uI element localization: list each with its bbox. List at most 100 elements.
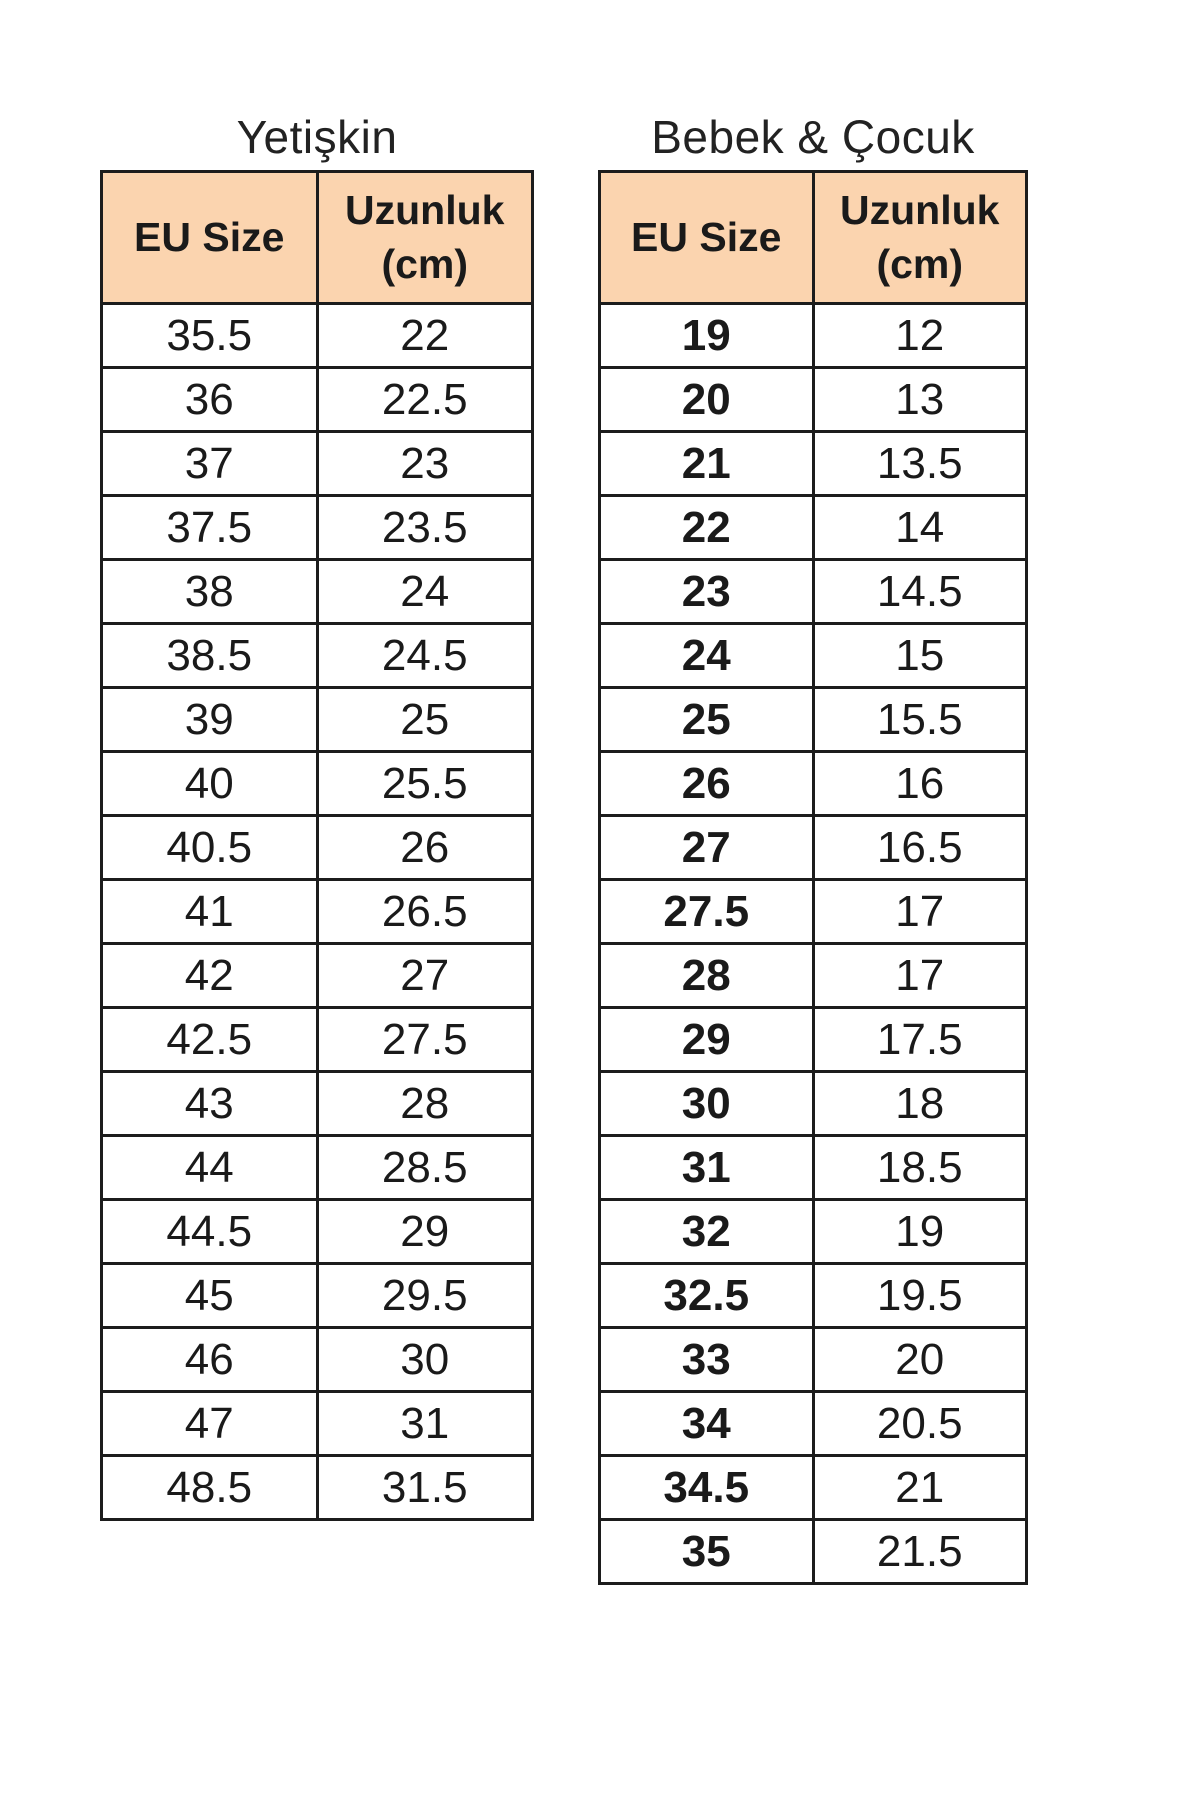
table-cell: 21	[598, 430, 815, 497]
table-row: 30 18	[598, 1070, 1028, 1137]
adult-column-header-length: Uzunluk (cm)	[315, 170, 534, 305]
table-row: 43 28	[100, 1070, 534, 1137]
child-eu-size-label: EU Size	[631, 213, 782, 260]
table-cell: 38.5	[100, 622, 319, 689]
table-row: 37 23	[100, 430, 534, 497]
table-cell: 30	[315, 1326, 534, 1393]
table-row: 21 13.5	[598, 430, 1028, 497]
child-length-label: Uzunluk	[840, 187, 1000, 234]
table-cell: 32.5	[598, 1262, 815, 1329]
table-cell: 15.5	[811, 686, 1028, 753]
child-header-row: EU Size Uzunluk (cm)	[598, 170, 1028, 305]
table-cell: 22	[315, 302, 534, 369]
table-cell: 29	[598, 1006, 815, 1073]
table-cell: 24	[598, 622, 815, 689]
table-cell: 24	[315, 558, 534, 625]
table-cell: 34	[598, 1390, 815, 1457]
table-row: 45 29.5	[100, 1262, 534, 1329]
table-cell: 27	[315, 942, 534, 1009]
table-cell: 19	[811, 1198, 1028, 1265]
child-size-table: Bebek & Çocuk EU Size Uzunluk (cm) 19 12 2…	[598, 103, 1028, 1585]
table-row: 34 20.5	[598, 1390, 1028, 1457]
table-row: 36 22.5	[100, 366, 534, 433]
table-cell: 47	[100, 1390, 319, 1457]
table-cell: 14.5	[811, 558, 1028, 625]
table-row: 40.5 26	[100, 814, 534, 881]
table-row: 42 27	[100, 942, 534, 1009]
table-cell: 35	[598, 1518, 815, 1585]
table-row: 35.5 22	[100, 302, 534, 369]
table-row: 44 28.5	[100, 1134, 534, 1201]
table-cell: 23	[315, 430, 534, 497]
table-row: 32.5 19.5	[598, 1262, 1028, 1329]
table-row: 25 15.5	[598, 686, 1028, 753]
table-row: 48.5 31.5	[100, 1454, 534, 1521]
table-row: 37.5 23.5	[100, 494, 534, 561]
table-row: 34.5 21	[598, 1454, 1028, 1521]
table-cell: 28.5	[315, 1134, 534, 1201]
table-row: 44.5 29	[100, 1198, 534, 1265]
table-row: 46 30	[100, 1326, 534, 1393]
table-row: 26 16	[598, 750, 1028, 817]
table-cell: 17	[811, 942, 1028, 1009]
table-row: 32 19	[598, 1198, 1028, 1265]
table-cell: 46	[100, 1326, 319, 1393]
table-cell: 25.5	[315, 750, 534, 817]
table-cell: 28	[598, 942, 815, 1009]
table-cell: 27.5	[598, 878, 815, 945]
table-row: 24 15	[598, 622, 1028, 689]
child-table-body: 19 12 20 13 21 13.5 22 14 23 14.5 24 15 25 15.5 26 16 27…	[598, 302, 1028, 1585]
table-cell: 13	[811, 366, 1028, 433]
table-cell: 31.5	[315, 1454, 534, 1521]
table-cell: 20.5	[811, 1390, 1028, 1457]
table-cell: 37	[100, 430, 319, 497]
adult-size-chart: EU Size Uzunluk (cm) 35.5 22 36 22.5 37 23 37.…	[100, 170, 534, 1521]
table-cell: 44.5	[100, 1198, 319, 1265]
table-row: 38.5 24.5	[100, 622, 534, 689]
table-cell: 44	[100, 1134, 319, 1201]
table-cell: 19	[598, 302, 815, 369]
table-cell: 39	[100, 686, 319, 753]
table-cell: 22	[598, 494, 815, 561]
table-cell: 42.5	[100, 1006, 319, 1073]
adult-table-body: 35.5 22 36 22.5 37 23 37.5 23.5 38 24 38.5 24.5 39 25…	[100, 302, 534, 1521]
table-cell: 24.5	[315, 622, 534, 689]
table-cell: 18.5	[811, 1134, 1028, 1201]
table-cell: 31	[315, 1390, 534, 1457]
table-cell: 13.5	[811, 430, 1028, 497]
table-cell: 20	[811, 1326, 1028, 1393]
table-cell: 26	[598, 750, 815, 817]
adult-column-header-eu-size: EU Size	[100, 170, 319, 305]
table-cell: 18	[811, 1070, 1028, 1137]
table-cell: 29	[315, 1198, 534, 1265]
table-cell: 15	[811, 622, 1028, 689]
table-row: 35 21.5	[598, 1518, 1028, 1585]
table-cell: 32	[598, 1198, 815, 1265]
table-row: 23 14.5	[598, 558, 1028, 625]
table-cell: 33	[598, 1326, 815, 1393]
table-cell: 21.5	[811, 1518, 1028, 1585]
table-row: 39 25	[100, 686, 534, 753]
table-row: 33 20	[598, 1326, 1028, 1393]
table-cell: 40	[100, 750, 319, 817]
table-row: 42.5 27.5	[100, 1006, 534, 1073]
table-cell: 27	[598, 814, 815, 881]
table-cell: 40.5	[100, 814, 319, 881]
table-cell: 25	[598, 686, 815, 753]
table-cell: 36	[100, 366, 319, 433]
adult-size-table: Yetişkin EU Size Uzunluk (cm) 35.5 22 36 22…	[100, 103, 534, 1521]
table-cell: 30	[598, 1070, 815, 1137]
table-cell: 19.5	[811, 1262, 1028, 1329]
table-cell: 41	[100, 878, 319, 945]
child-size-chart: EU Size Uzunluk (cm) 19 12 20 13 21 13.5 22 14 2…	[598, 170, 1028, 1585]
adult-eu-size-label: EU Size	[134, 213, 285, 260]
table-cell: 16.5	[811, 814, 1028, 881]
table-cell: 43	[100, 1070, 319, 1137]
table-cell: 17.5	[811, 1006, 1028, 1073]
table-row: 20 13	[598, 366, 1028, 433]
child-column-header-length: Uzunluk (cm)	[811, 170, 1028, 305]
table-cell: 26	[315, 814, 534, 881]
table-cell: 42	[100, 942, 319, 1009]
table-cell: 23.5	[315, 494, 534, 561]
table-cell: 28	[315, 1070, 534, 1137]
